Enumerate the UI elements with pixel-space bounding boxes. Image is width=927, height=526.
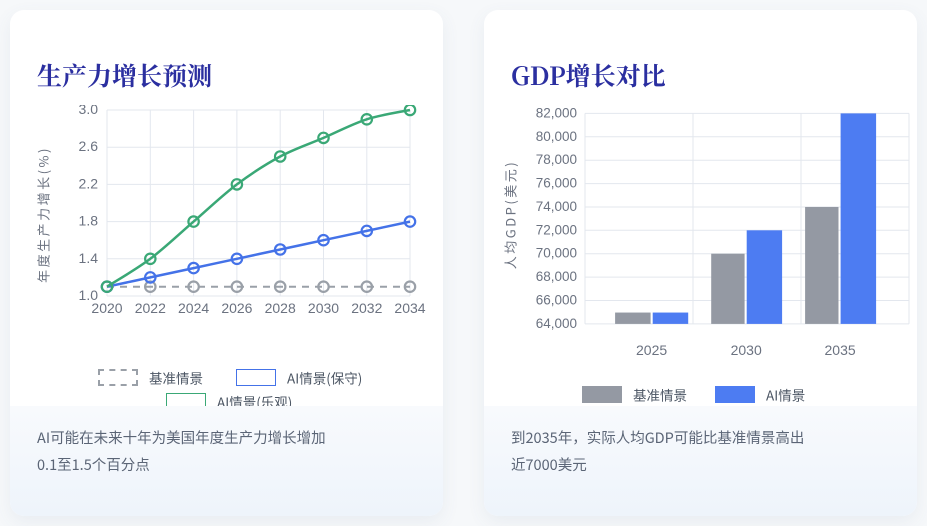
svg-text:2024: 2024 xyxy=(178,300,209,316)
svg-text:72,000: 72,000 xyxy=(536,222,577,237)
svg-text:70,000: 70,000 xyxy=(536,246,577,261)
svg-text:2025: 2025 xyxy=(636,342,667,358)
svg-text:74,000: 74,000 xyxy=(536,199,577,214)
svg-text:2020: 2020 xyxy=(91,300,122,316)
svg-text:78,000: 78,000 xyxy=(536,152,577,167)
svg-text:2030: 2030 xyxy=(308,300,339,316)
svg-text:2.6: 2.6 xyxy=(79,138,99,154)
svg-text:2032: 2032 xyxy=(351,300,382,316)
svg-text:1.4: 1.4 xyxy=(79,250,99,266)
svg-text:2026: 2026 xyxy=(221,300,252,316)
svg-text:82,000: 82,000 xyxy=(536,105,577,120)
svg-text:3.0: 3.0 xyxy=(79,105,99,117)
svg-text:66,000: 66,000 xyxy=(536,293,577,308)
svg-text:1.8: 1.8 xyxy=(79,213,99,229)
svg-text:68,000: 68,000 xyxy=(536,269,577,284)
svg-text:2.2: 2.2 xyxy=(79,175,99,191)
svg-text:2035: 2035 xyxy=(825,342,856,358)
svg-text:2034: 2034 xyxy=(394,300,425,316)
svg-text:2028: 2028 xyxy=(265,300,296,316)
svg-text:80,000: 80,000 xyxy=(536,129,577,144)
svg-text:64,000: 64,000 xyxy=(536,316,577,331)
svg-text:2022: 2022 xyxy=(135,300,166,316)
svg-text:2030: 2030 xyxy=(731,342,762,358)
svg-text:76,000: 76,000 xyxy=(536,176,577,191)
